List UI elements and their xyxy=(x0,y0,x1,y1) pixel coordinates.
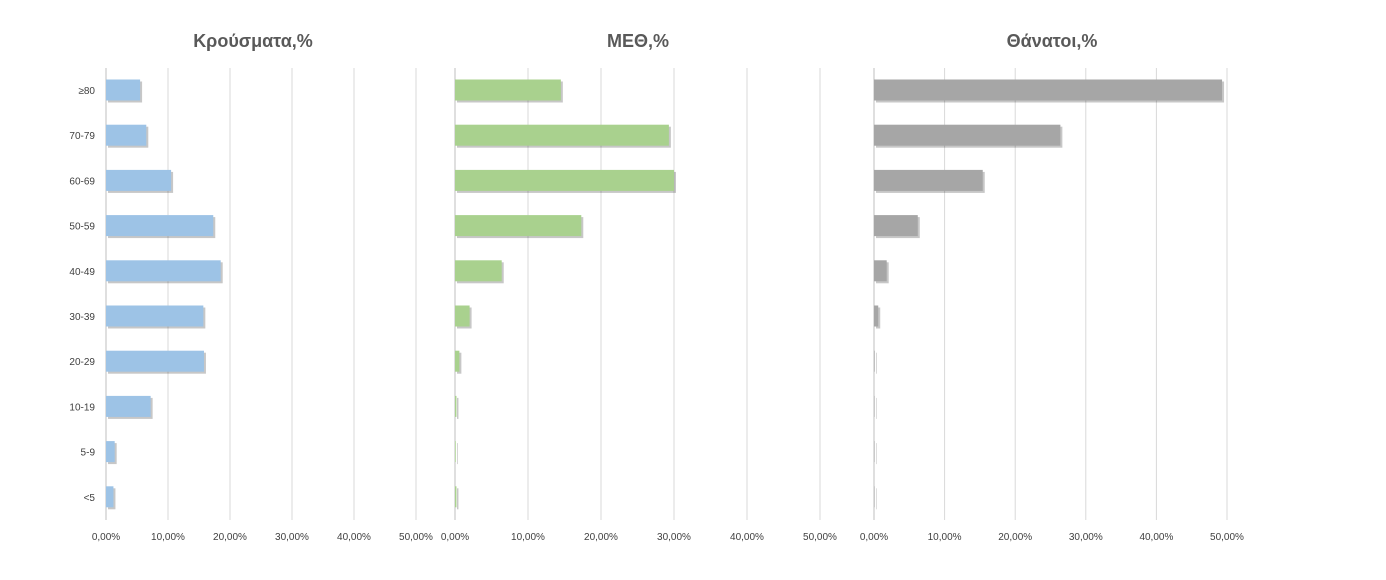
chart-2-tick-label: 10,00% xyxy=(928,532,962,543)
chart-2-tick-label: 0,00% xyxy=(860,532,888,543)
chart-2-bar-shadow xyxy=(876,488,877,510)
category-label: <5 xyxy=(84,493,96,504)
chart-2-bar xyxy=(874,486,875,508)
category-label: 10-19 xyxy=(69,402,95,413)
category-label: 20-29 xyxy=(69,357,95,368)
chart-1-bar xyxy=(455,486,457,508)
chart-1-bar xyxy=(455,395,457,417)
chart-2-bar xyxy=(874,124,1061,146)
chart-0-tick-label: 20,00% xyxy=(213,532,247,543)
chart-0-bar xyxy=(106,260,221,282)
chart-1-tick-label: 40,00% xyxy=(730,532,764,543)
chart-0-title: Κρούσματα,% xyxy=(193,31,313,51)
chart-1-bar xyxy=(455,260,502,282)
chart-1-bar xyxy=(455,215,582,237)
chart-0-tick-label: 30,00% xyxy=(275,532,309,543)
chart-2-bar xyxy=(874,260,887,282)
chart-0-tick-label: 10,00% xyxy=(151,532,185,543)
category-label: 40-49 xyxy=(69,267,95,278)
chart-0-bar xyxy=(106,124,147,146)
chart-2-bar xyxy=(874,395,875,417)
chart-2-bar xyxy=(874,305,879,327)
chart-2-bar xyxy=(874,215,918,237)
chart-2-bar-shadow xyxy=(876,397,877,419)
chart-2-bar xyxy=(874,441,875,463)
chart-0-tick-label: 0,00% xyxy=(92,532,120,543)
category-label: 60-69 xyxy=(69,176,95,187)
chart-0-bar xyxy=(106,441,115,463)
chart-1-tick-label: 10,00% xyxy=(511,532,545,543)
chart-2-bar-shadow xyxy=(876,443,877,465)
chart-0-bar xyxy=(106,79,141,101)
chart-0-bar xyxy=(106,350,204,372)
chart-1-bar xyxy=(455,79,561,101)
chart-2-bar xyxy=(874,350,875,372)
chart-2-title: Θάνατοι,% xyxy=(1007,31,1098,51)
chart-1-title: ΜΕΘ,% xyxy=(607,31,669,51)
chart-1-bar-shadow xyxy=(457,397,459,419)
chart-1-tick-label: 0,00% xyxy=(441,532,469,543)
chart-0-bar xyxy=(106,169,172,191)
chart-0-bar xyxy=(106,305,204,327)
category-label: 50-59 xyxy=(69,222,95,233)
chart-0-bar xyxy=(106,395,151,417)
chart-0-bar xyxy=(106,486,114,508)
category-label: 5-9 xyxy=(81,448,96,459)
chart-2-bar xyxy=(874,79,1223,101)
chart-0-tick-label: 50,00% xyxy=(399,532,433,543)
chart-1-bar-shadow xyxy=(457,443,458,465)
chart-1-bar xyxy=(455,441,456,463)
chart-2-tick-label: 50,00% xyxy=(1210,532,1244,543)
chart-1-bar xyxy=(455,169,674,191)
category-label: 30-39 xyxy=(69,312,95,323)
chart-2-tick-label: 30,00% xyxy=(1069,532,1103,543)
chart-2-bar xyxy=(874,169,983,191)
chart-1-bar xyxy=(455,350,460,372)
chart-1-tick-label: 50,00% xyxy=(803,532,837,543)
chart-0-bar xyxy=(106,215,214,237)
category-label: ≥80 xyxy=(78,86,95,97)
chart-1-bar xyxy=(455,305,470,327)
chart-2-tick-label: 20,00% xyxy=(998,532,1032,543)
chart-2-bar-shadow xyxy=(876,352,877,374)
chart-1-tick-label: 30,00% xyxy=(657,532,691,543)
chart-2-tick-label: 40,00% xyxy=(1139,532,1173,543)
chart-1-bar xyxy=(455,124,669,146)
chart-0-tick-label: 40,00% xyxy=(337,532,371,543)
chart-1-bar-shadow xyxy=(457,488,459,510)
category-label: 70-79 xyxy=(69,131,95,142)
chart-1-tick-label: 20,00% xyxy=(584,532,618,543)
